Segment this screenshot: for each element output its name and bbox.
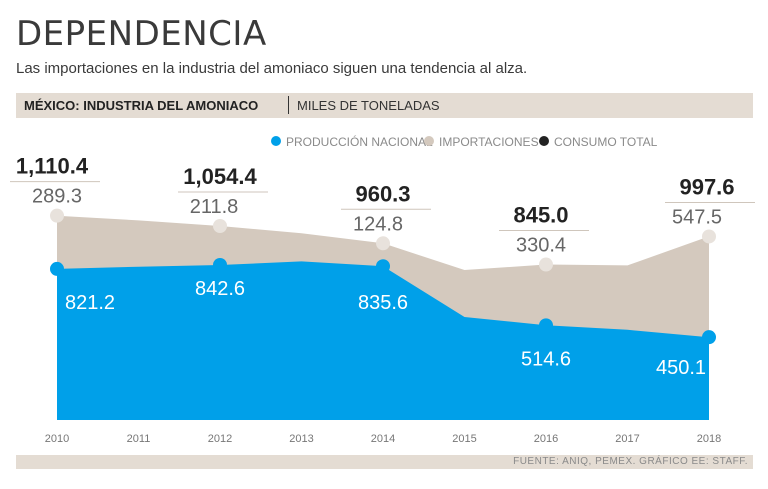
production-label: 450.1 xyxy=(656,357,706,379)
legend-swatch xyxy=(424,136,434,146)
production-point xyxy=(50,261,64,276)
chart-header-units: MILES DE TONELADAS xyxy=(297,98,440,113)
production-label: 514.6 xyxy=(521,348,571,370)
total-label: 960.3 xyxy=(355,181,410,206)
x-tick-label: 2017 xyxy=(615,433,639,445)
x-tick-label: 2014 xyxy=(371,433,395,445)
x-tick-label: 2013 xyxy=(289,433,313,445)
total-point xyxy=(702,229,716,244)
imports-label: 124.8 xyxy=(353,213,403,235)
production-label: 835.6 xyxy=(358,292,408,314)
total-point xyxy=(376,236,390,251)
total-label: 1,054.4 xyxy=(183,164,257,189)
chart-legend: PRODUCCIÓN NACIONAL IMPORTACIONES CONSUMO … xyxy=(271,134,658,149)
x-tick-label: 2012 xyxy=(208,433,232,445)
total-point xyxy=(213,218,227,233)
production-label: 821.2 xyxy=(65,292,115,314)
x-tick-label: 2018 xyxy=(697,433,721,445)
x-tick-label: 2016 xyxy=(534,433,558,445)
page-title: DEPENDENCIA xyxy=(16,14,267,54)
page-subtitle: Las importaciones en la industria del am… xyxy=(16,60,528,77)
total-label: 845.0 xyxy=(513,203,568,228)
production-label: 842.6 xyxy=(195,278,245,300)
imports-label: 330.4 xyxy=(516,235,566,257)
production-point xyxy=(376,259,390,274)
imports-label: 289.3 xyxy=(32,186,82,208)
total-point xyxy=(50,208,64,223)
legend-label: PRODUCCIÓN NACIONAL xyxy=(286,134,433,149)
legend-swatch xyxy=(539,136,549,146)
total-label: 997.6 xyxy=(679,174,734,199)
legend-swatch xyxy=(271,136,281,146)
legend-label: IMPORTACIONES xyxy=(439,135,539,149)
imports-label: 211.8 xyxy=(190,196,239,218)
chart-header-title: MÉXICO: INDUSTRIA DEL AMONIACO xyxy=(24,98,259,113)
production-point xyxy=(213,257,227,272)
x-tick-label: 2015 xyxy=(452,433,476,445)
source-note: FUENTE: ANIQ, PEMEX. GRÁFICO EE: STAFF. xyxy=(513,456,748,467)
footer-bar xyxy=(16,455,753,469)
imports-label: 547.5 xyxy=(672,206,722,228)
total-label: 1,110.4 xyxy=(16,154,89,179)
total-point xyxy=(539,257,553,272)
production-area xyxy=(57,261,709,420)
production-point xyxy=(702,330,716,345)
legend-label: CONSUMO TOTAL xyxy=(554,135,658,149)
chart-header-divider xyxy=(288,96,289,114)
x-tick-label: 2011 xyxy=(127,433,151,445)
production-point xyxy=(539,318,553,333)
x-axis: 2010 2011 2012 2013 2014 2015 2016 2017 2018 xyxy=(45,433,721,445)
x-tick-label: 2010 xyxy=(45,433,69,445)
chart-header-bar: MÉXICO: INDUSTRIA DEL AMONIACO MILES DE … xyxy=(16,93,753,118)
